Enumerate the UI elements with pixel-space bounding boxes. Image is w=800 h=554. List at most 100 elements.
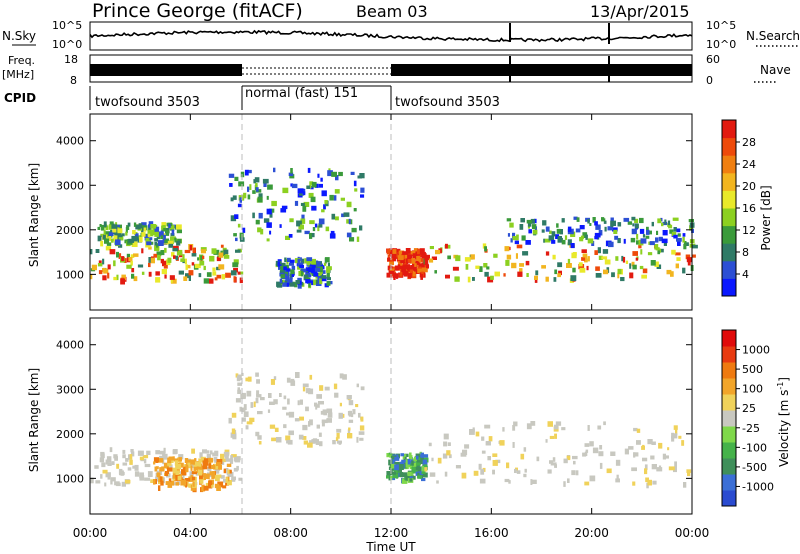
- colorbar-tick-label: 16: [742, 202, 756, 215]
- heatmap-cell: [409, 465, 413, 470]
- heatmap-cell: [154, 226, 160, 233]
- heatmap-cell: [188, 277, 191, 281]
- heatmap-cell: [184, 458, 189, 463]
- heatmap-cell: [512, 236, 519, 241]
- heatmap-cell: [233, 467, 238, 472]
- heatmap-cell: [479, 266, 483, 272]
- heatmap-cell: [548, 235, 555, 241]
- heatmap-cell: [163, 447, 166, 454]
- heatmap-cell: [260, 228, 264, 235]
- heatmap-cell: [331, 171, 337, 177]
- heatmap-cell: [623, 238, 626, 244]
- heatmap-cell: [286, 282, 290, 287]
- heatmap-cell: [595, 273, 602, 278]
- x-tick-label: 00:00: [675, 526, 710, 540]
- heatmap-cell: [121, 274, 126, 281]
- heatmap-cell: [95, 480, 101, 484]
- heatmap-cell: [196, 462, 202, 467]
- heatmap-cell: [401, 478, 408, 484]
- heatmap-cell: [688, 219, 694, 223]
- heatmap-cell: [455, 255, 461, 262]
- heatmap-cell: [189, 244, 193, 251]
- heatmap-cell: [214, 463, 218, 470]
- heatmap-cell: [283, 424, 287, 429]
- heatmap-cell: [651, 464, 657, 470]
- heatmap-cell: [258, 193, 263, 199]
- heatmap-cell: [506, 254, 512, 260]
- heatmap-cell: [227, 469, 232, 474]
- heatmap-cell: [388, 459, 393, 466]
- heatmap-cell: [552, 254, 556, 260]
- heatmap-cell: [281, 279, 285, 285]
- heatmap-cell: [587, 218, 590, 224]
- heatmap-cell: [347, 411, 352, 416]
- heatmap-cell: [542, 220, 547, 226]
- heatmap-cell: [473, 470, 479, 476]
- heatmap-cell: [178, 454, 184, 460]
- heatmap-cell: [299, 416, 304, 421]
- heatmap-cell: [216, 274, 222, 279]
- colorbar-tick-label: 12: [742, 224, 756, 237]
- heatmap-cell: [462, 449, 468, 455]
- heatmap-cell: [157, 458, 164, 463]
- heatmap-cell: [667, 447, 670, 451]
- heatmap-cell: [244, 169, 249, 176]
- heatmap-cell: [389, 251, 394, 256]
- heatmap-cell: [252, 212, 255, 219]
- heatmap-cell: [327, 170, 333, 177]
- heatmap-cell: [235, 237, 238, 242]
- heatmap-cell: [312, 438, 318, 444]
- heatmap-cell: [309, 374, 313, 380]
- heatmap-cell: [499, 440, 505, 446]
- heatmap-cell: [108, 224, 113, 230]
- heatmap-cell: [682, 233, 686, 237]
- heatmap-cell: [90, 249, 93, 255]
- heatmap-cell: [214, 483, 220, 489]
- heatmap-cell: [168, 223, 171, 228]
- heatmap-cell: [230, 455, 233, 459]
- heatmap-cell: [295, 280, 300, 285]
- heatmap-cell: [416, 256, 420, 261]
- heatmap-cell: [100, 224, 105, 231]
- heatmap-cell: [278, 266, 281, 270]
- heatmap-cell: [307, 167, 311, 173]
- heatmap-cell: [237, 271, 241, 275]
- heatmap-cell: [407, 256, 413, 263]
- heatmap-cell: [304, 230, 310, 235]
- heatmap-cell: [99, 224, 102, 228]
- heatmap-cell: [131, 241, 138, 247]
- heatmap-cell: [483, 263, 488, 268]
- heatmap-cell: [553, 424, 559, 430]
- heatmap-cell: [294, 418, 300, 422]
- heatmap-cell: [401, 267, 407, 272]
- heatmap-cell: [320, 410, 326, 415]
- heatmap-cell: [165, 230, 170, 236]
- heatmap-cell: [636, 440, 641, 445]
- heatmap-cell: [290, 380, 296, 386]
- heatmap-cell: [285, 275, 290, 281]
- heatmap-cell: [120, 278, 125, 285]
- heatmap-cell: [257, 411, 263, 415]
- heatmap-cell: [102, 234, 106, 240]
- heatmap-cell: [209, 471, 216, 476]
- heatmap-cell: [412, 253, 417, 259]
- heatmap-cell: [291, 265, 296, 271]
- heatmap-cell: [267, 409, 271, 413]
- heatmap-cell: [683, 243, 687, 250]
- heatmap-cell: [320, 263, 323, 267]
- heatmap-cell: [526, 423, 532, 430]
- heatmap-cell: [220, 244, 224, 248]
- heatmap-cell: [321, 276, 327, 282]
- heatmap-cell: [157, 254, 161, 261]
- heatmap-cell: [625, 260, 629, 264]
- heatmap-cell: [324, 386, 330, 391]
- heatmap-cell: [599, 462, 603, 469]
- heatmap-cell: [257, 227, 262, 233]
- heatmap-cell: [547, 469, 552, 474]
- heatmap-cell: [185, 478, 191, 482]
- heatmap-cell: [164, 238, 170, 244]
- heatmap-cell: [336, 432, 340, 439]
- heatmap-cell: [525, 260, 530, 266]
- heatmap-cell: [443, 433, 449, 440]
- heatmap-cell: [353, 180, 357, 187]
